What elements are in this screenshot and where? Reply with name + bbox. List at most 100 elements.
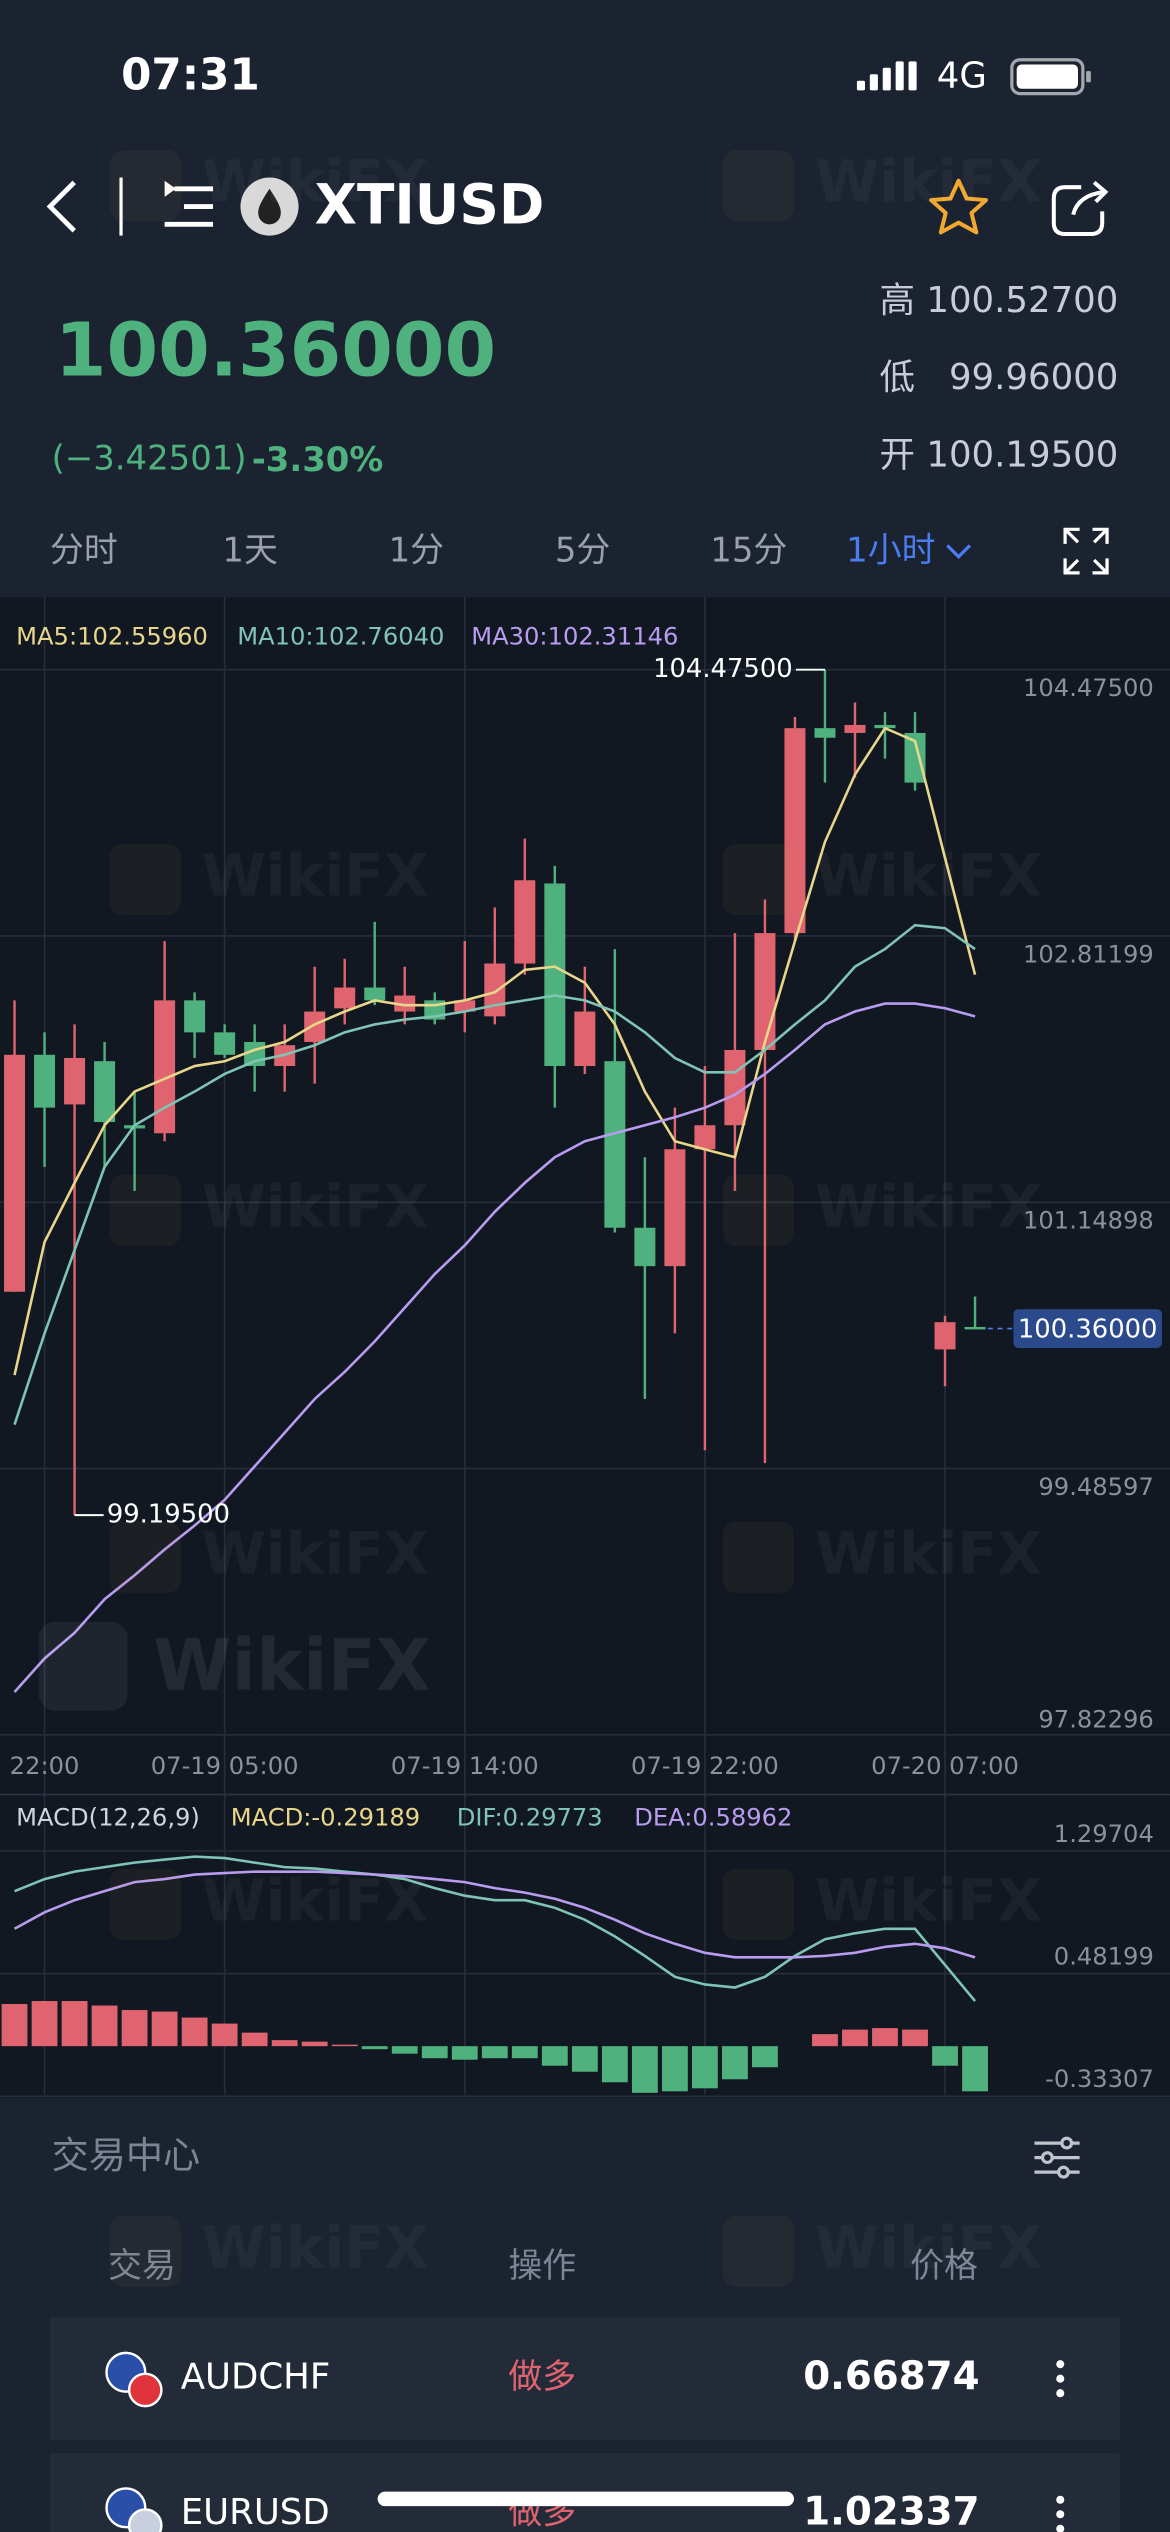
more-button[interactable] (1056, 2510, 1065, 2519)
candle-body (544, 883, 566, 1066)
candle-body (874, 724, 896, 729)
stat-label: 开 (880, 435, 916, 476)
more-button[interactable] (1056, 2374, 1065, 2383)
stat-label: 高 (880, 280, 916, 321)
tab-chevron (946, 544, 972, 560)
watermark: WikiFX (815, 148, 1042, 216)
signal-icon (856, 61, 917, 91)
watermarks: WikiFX WikiFX WikiFX WikiFX WikiFX WikiFX Wiki… (38, 148, 1042, 2287)
more-button[interactable] (1056, 2524, 1065, 2532)
candle-body (904, 732, 926, 783)
x-tick-label: 07-19 14:00 (391, 1752, 539, 1780)
macd-bar (691, 2046, 718, 2089)
candle-body (934, 1322, 956, 1350)
trade-row[interactable] (50, 2317, 1120, 2441)
menu-icon[interactable] (164, 180, 214, 227)
period-tab[interactable]: 5分 (555, 530, 610, 569)
pair-name: EURUSD (181, 2492, 330, 2532)
candle-body (964, 1326, 986, 1330)
macd-bar (511, 2046, 538, 2059)
y-tick-label: 99.48597 (1038, 1473, 1153, 1501)
watermark: WikiFX (815, 1519, 1042, 1587)
candle-body (154, 1000, 176, 1134)
x-tick-label: 22:00 (10, 1752, 80, 1780)
fullscreen-button[interactable] (1063, 527, 1109, 575)
extreme-label: 99.19500 (107, 1500, 230, 1530)
macd-bar (571, 2046, 598, 2072)
macd-bar (451, 2046, 478, 2060)
watermark-logo (722, 2215, 794, 2287)
legend-entry: DIF:0.29773 (457, 1804, 603, 1832)
filter-button[interactable] (1034, 2136, 1080, 2179)
stat-value: 100.19500 (926, 435, 1118, 476)
stat-value: 99.96000 (949, 357, 1118, 398)
candle-body (394, 995, 416, 1012)
header-background (0, 0, 1170, 598)
trade-price: 0.66874 (803, 2354, 979, 2399)
period-tab[interactable]: 分时 (50, 530, 118, 569)
pair-name: AUDCHF (181, 2357, 331, 2398)
price-change: (−3.42501) (52, 438, 247, 477)
watermark-logo (722, 150, 794, 222)
indicator-line (14, 1855, 977, 2002)
watermark: WikiFX (202, 2213, 429, 2281)
watermark-logo (109, 150, 181, 222)
x-tick-label: 07-20 07:00 (871, 1752, 1019, 1780)
last-price-label: 100.36000 (1018, 1315, 1158, 1345)
share-button[interactable] (1051, 180, 1109, 237)
macd-bar (722, 2046, 748, 2080)
extreme-label: 104.47500 (653, 654, 793, 684)
macd-bar (1, 2004, 28, 2047)
legend-entry: DEA:0.58962 (634, 1804, 792, 1832)
currency-flag (127, 2508, 163, 2532)
macd-bar (391, 2046, 418, 2054)
more-button[interactable] (1056, 2360, 1065, 2369)
indicator-line (13, 726, 977, 1376)
last-price: 100.36000 (55, 307, 496, 394)
column-header: 价格 (910, 2246, 978, 2285)
watermark-logo (722, 1521, 794, 1593)
candle-body (814, 728, 836, 738)
macd-bar (842, 2029, 868, 2047)
candle-body (484, 963, 506, 1017)
macd-bar (91, 2005, 118, 2047)
candle-body (784, 728, 806, 934)
trade-center-title: 交易中心 (52, 2134, 200, 2177)
network-label: 4G (937, 55, 987, 96)
macd-bar (241, 2032, 268, 2047)
macd-bar (31, 2001, 58, 2047)
y-tick-label: 102.81199 (1023, 940, 1154, 968)
kline-chart: 97.82296 99.48597 101.14898 102.81199 104.47… (0, 597, 1170, 2098)
period-tab[interactable]: 1天 (222, 530, 277, 569)
candle-body (724, 1049, 746, 1126)
period-tab[interactable]: 1分 (389, 530, 444, 569)
more-button[interactable] (1056, 2389, 1065, 2398)
legend-entry: MACD:-0.29189 (231, 1804, 420, 1832)
period-tab[interactable]: 1小时 (846, 530, 935, 569)
last-price-tag (1013, 1309, 1162, 1348)
favorite-button[interactable] (929, 178, 989, 235)
watermark: WikiFX (202, 1866, 429, 1934)
more-button[interactable] (1056, 2495, 1065, 2504)
macd-bar (421, 2046, 448, 2059)
watermark-logo (109, 844, 181, 916)
candle-body (634, 1227, 656, 1267)
battery-icon (1010, 58, 1091, 96)
trade-price: 1.02337 (803, 2490, 979, 2532)
watermark-logo (109, 1521, 181, 1593)
watermark-logo (722, 1174, 794, 1246)
macd-bar (962, 2046, 988, 2092)
candle-body (304, 1011, 326, 1042)
period-tab[interactable]: 15分 (710, 530, 787, 569)
symbol: XTIUSD (315, 172, 545, 236)
watermark-logo (722, 844, 794, 916)
trade-action[interactable]: 做多 (508, 2357, 576, 2396)
back-button[interactable] (46, 180, 76, 233)
y-tick-label: 1.29704 (1054, 1820, 1154, 1848)
candle-body (604, 1061, 626, 1228)
indicator-line (13, 1002, 976, 1693)
